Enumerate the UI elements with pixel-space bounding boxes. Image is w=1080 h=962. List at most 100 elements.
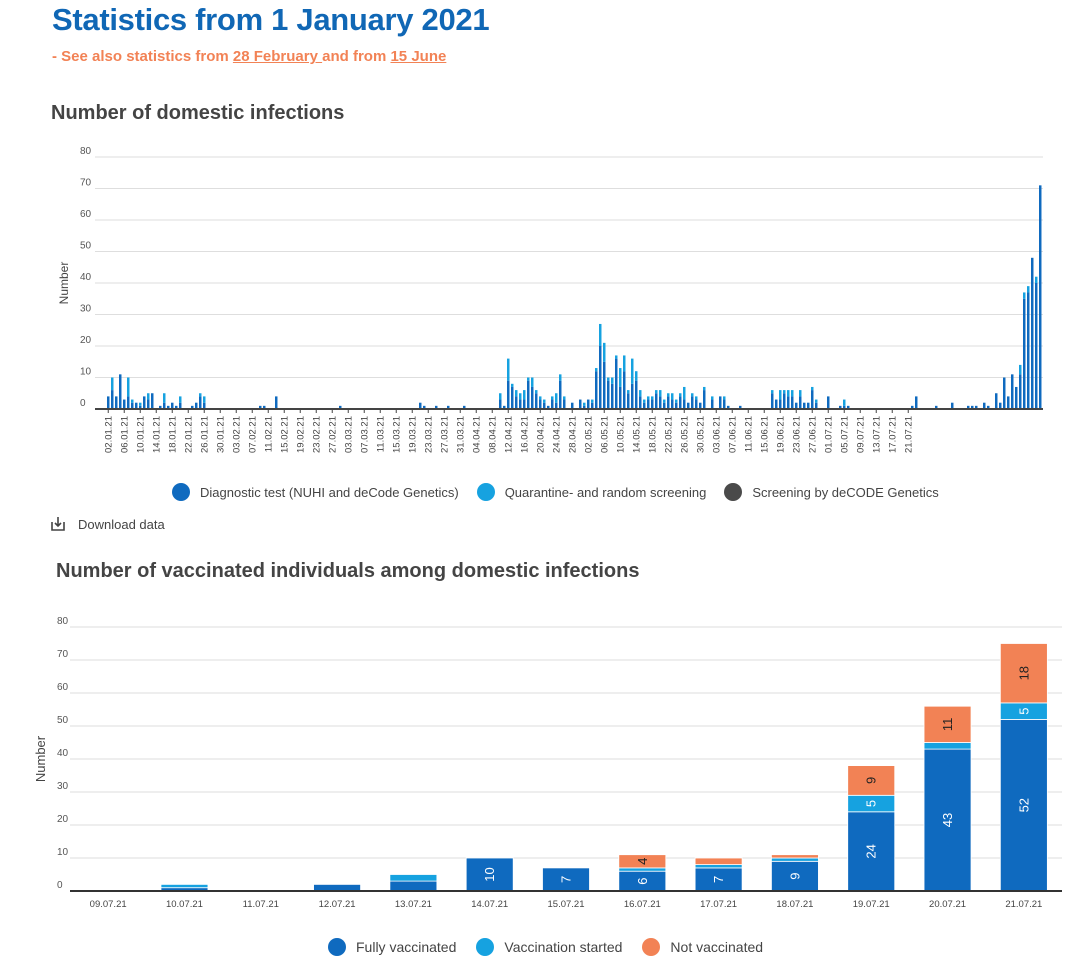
bar-s1-d25 — [203, 396, 206, 403]
data-label-13: 18 — [1016, 666, 1031, 680]
bar-14.07.21-s0 — [465, 857, 514, 892]
bar-s0-d133 — [635, 380, 638, 409]
x-tick-label-32: 10.05.21 — [616, 416, 627, 453]
bar-s0-d144 — [679, 396, 682, 409]
link-28-february[interactable]: 28 February — [232, 48, 323, 65]
bar-s0-d167 — [771, 393, 774, 409]
vaccinated-chart: 0 10 20 30 40 50 60 70 80 Number 09.07.21 10.07.21 1… — [33, 616, 1062, 910]
legend-item-vaccination-started[interactable]: Vaccination started — [476, 938, 622, 956]
bar-s0-d145 — [683, 399, 686, 409]
bar-s1-d130 — [623, 355, 626, 372]
bar-s0-d19 — [179, 402, 182, 409]
bar-s1-d172 — [791, 390, 794, 397]
x-tick-label-21: 27.03.21 — [440, 416, 451, 453]
bar-s0-d233 — [1035, 283, 1038, 409]
bar-s1-d138 — [655, 390, 658, 394]
bar-s1-d231 — [1027, 286, 1030, 293]
x-tick-label-9: 18.07.21 — [776, 899, 813, 910]
x-tick-label-50: 21.07.21 — [904, 416, 915, 453]
download-data-button[interactable]: Download data — [50, 516, 165, 532]
bar-s0-d16 — [167, 405, 170, 409]
x-tick-label-36: 26.05.21 — [680, 416, 691, 453]
x-tick-label-24: 08.04.21 — [488, 416, 499, 453]
bar-s0-d18 — [175, 405, 178, 409]
x-tick-label-1: 10.07.21 — [166, 899, 203, 910]
legend-item-decode[interactable]: Screening by deCODE Genetics — [724, 483, 939, 501]
bar-s0-d185 — [843, 405, 846, 409]
bar-s0-d140 — [663, 402, 666, 409]
bar-s0-d230 — [1023, 298, 1026, 409]
bar-18.07.21-s0 — [771, 860, 819, 892]
subtitle-mid: and from — [322, 48, 391, 65]
x-tick-label-48: 13.07.21 — [872, 416, 883, 453]
bar-s0-d22 — [191, 405, 194, 409]
x-tick-label-5: 14.07.21 — [471, 899, 508, 910]
bar-s1-d185 — [843, 399, 846, 406]
bar-s0-d227 — [1011, 374, 1014, 409]
y-tick-label-60: 60 — [57, 682, 69, 693]
data-label-5: 9 — [787, 873, 802, 880]
bar-s0-d9 — [139, 405, 142, 409]
bar-s0-d110 — [543, 402, 546, 409]
x-tick-label-11: 15.02.21 — [280, 416, 291, 453]
bar-s0-d136 — [647, 399, 650, 409]
bar-s1-d19 — [179, 396, 182, 403]
bar-s1-d104 — [519, 393, 522, 400]
data-label-7: 5 — [864, 800, 879, 807]
bar-s1-d99 — [499, 393, 502, 400]
y-tick-label-80: 80 — [57, 616, 69, 627]
bar-s0-d121 — [587, 399, 590, 409]
bar-s0-d134 — [639, 396, 642, 409]
bar-20.07.21-s0 — [923, 748, 972, 892]
link-15-june[interactable]: 15 June — [390, 48, 447, 65]
bar-s1-d141 — [667, 393, 670, 397]
bar-s0-d5 — [123, 399, 126, 409]
bar-s0-d112 — [551, 399, 554, 409]
bar-s0-d86 — [447, 405, 450, 409]
bar-s0-d17 — [171, 402, 174, 409]
x-tick-label-30: 02.05.21 — [584, 416, 595, 453]
data-label-9: 43 — [940, 813, 955, 827]
bar-s0-d2 — [111, 390, 114, 409]
bar-s0-d138 — [655, 393, 658, 409]
bar-s0-d4 — [119, 374, 122, 409]
legend-label-quarantine: Quarantine- and random screening — [504, 484, 707, 500]
bar-s1-d134 — [639, 390, 642, 397]
bar-20.07.21-s1 — [923, 742, 972, 750]
bar-s0-d120 — [583, 405, 586, 409]
infections-chart: 0 10 20 30 40 50 60 70 80 Number 02.01.21 06.01.21 1… — [57, 146, 1043, 453]
y-tick-label-80: 80 — [80, 146, 92, 157]
data-label-6: 24 — [864, 844, 879, 858]
legend-item-not-vaccinated[interactable]: Not vaccinated — [642, 938, 763, 956]
y-tick-label-40: 40 — [80, 272, 92, 283]
x-tick-label-22: 31.03.21 — [456, 416, 467, 453]
y-tick-label-40: 40 — [57, 748, 69, 759]
y-tick-label-20: 20 — [80, 335, 92, 346]
bar-s0-d11 — [147, 399, 150, 409]
bar-s0-d127 — [611, 383, 614, 409]
bar-s0-d106 — [527, 380, 530, 409]
bar-s1-d143 — [675, 399, 678, 403]
bar-s0-d220 — [983, 402, 986, 409]
bar-s1-d112 — [551, 396, 554, 400]
y-tick-label-10: 10 — [57, 847, 69, 858]
x-tick-label-10: 19.07.21 — [853, 899, 890, 910]
bar-s1-d169 — [779, 390, 782, 400]
bar-s0-d141 — [667, 396, 670, 409]
legend-item-quarantine[interactable]: Quarantine- and random screening — [476, 483, 707, 501]
bar-s0-d226 — [1007, 396, 1010, 409]
legend-item-fully-vaccinated[interactable]: Fully vaccinated — [328, 938, 456, 956]
legend-item-diagnostic[interactable]: Diagnostic test (NUHI and deCode Genetic… — [172, 483, 459, 501]
x-tick-label-37: 30.05.21 — [696, 416, 707, 453]
x-tick-label-11: 20.07.21 — [929, 899, 966, 910]
x-tick-label-14: 27.02.21 — [328, 416, 339, 453]
bar-s1-d101 — [507, 358, 510, 381]
x-tick-label-2: 10.01.21 — [136, 416, 147, 453]
data-label-0: 10 — [482, 867, 497, 881]
bar-s0-d229 — [1019, 374, 1022, 409]
x-tick-label-15: 03.03.21 — [344, 416, 355, 453]
x-tick-label-40: 11.06.21 — [744, 416, 755, 452]
infections-legend: Diagnostic test (NUHI and deCode Genetic… — [172, 483, 957, 501]
bar-19.07.21-s2 — [847, 765, 896, 796]
bar-s0-d103 — [515, 396, 518, 409]
